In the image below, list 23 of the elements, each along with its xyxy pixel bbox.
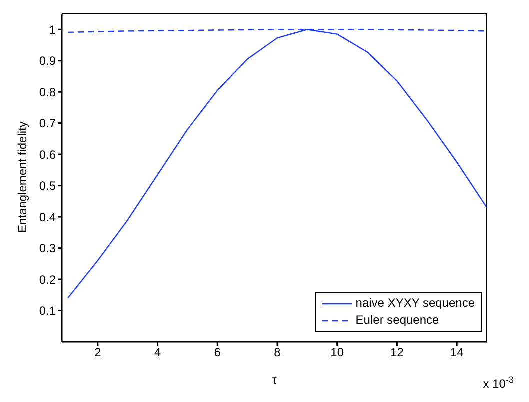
x-tick-label: 6 bbox=[214, 346, 222, 360]
y-tick-label: 0.7 bbox=[39, 116, 56, 131]
x-tick-label: 14 bbox=[450, 346, 464, 360]
text: x 10$^{-3}$ bbox=[483, 375, 514, 391]
y-tick-label: 0.6 bbox=[39, 148, 56, 162]
x-tick-label: 12 bbox=[390, 346, 404, 360]
y-axis-title: Entanglement fidelity bbox=[15, 122, 30, 233]
x-tick-label: 2 bbox=[94, 346, 102, 360]
y-tick-label: 0.5 bbox=[39, 179, 56, 194]
x-axis-title: τ bbox=[272, 373, 278, 387]
y-tick-label: 0.9 bbox=[39, 54, 56, 68]
y-tick-label: 0.1 bbox=[39, 304, 56, 318]
y-tick-label: 0.8 bbox=[39, 85, 56, 100]
y-tick-label: 0.4 bbox=[39, 210, 56, 224]
x-tick-label: 4 bbox=[154, 346, 162, 360]
line-series bbox=[67, 29, 487, 299]
legend-label: naive XYXY sequence bbox=[356, 295, 475, 312]
legend-label: Euler sequence bbox=[356, 312, 440, 329]
x-tick-label: 8 bbox=[274, 346, 282, 360]
y-tick-label: 0.2 bbox=[39, 272, 56, 287]
x-tick-label: 10 bbox=[330, 346, 344, 360]
y-tick-label: 0.3 bbox=[39, 242, 56, 256]
y-tick-label: 1 bbox=[49, 22, 56, 37]
